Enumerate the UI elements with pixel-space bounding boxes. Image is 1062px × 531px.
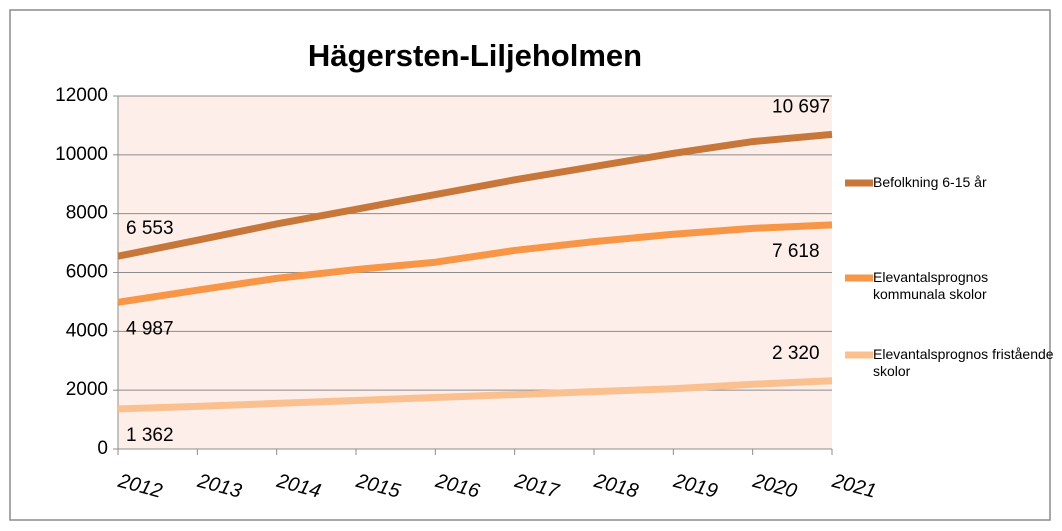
y-tick-label: 4000 (66, 320, 108, 341)
chart-title: Hägersten-Liljeholmen (308, 38, 642, 73)
legend-label: Elevantalsprognos fristående skolor (873, 346, 1054, 379)
data-label: 10 697 (772, 96, 830, 117)
data-label: 4 987 (126, 318, 174, 339)
y-tick-label: 12000 (55, 85, 108, 106)
data-label: 7 618 (772, 241, 820, 262)
data-label: 2 320 (772, 343, 820, 364)
y-tick-label: 2000 (66, 379, 108, 400)
y-tick-label: 6000 (66, 262, 108, 283)
y-tick-label: 0 (97, 438, 108, 459)
y-tick-label: 10000 (55, 144, 108, 165)
series-line (117, 221, 833, 306)
series-line (117, 377, 833, 413)
y-tick-label: 8000 (66, 203, 108, 224)
legend-label: Elevantalsprognos kommunala skolor (873, 269, 989, 302)
data-label: 1 362 (126, 425, 174, 446)
legend-label: Befolkning 6-15 år (873, 174, 987, 190)
data-label: 6 553 (126, 218, 174, 239)
series-line (117, 130, 833, 260)
